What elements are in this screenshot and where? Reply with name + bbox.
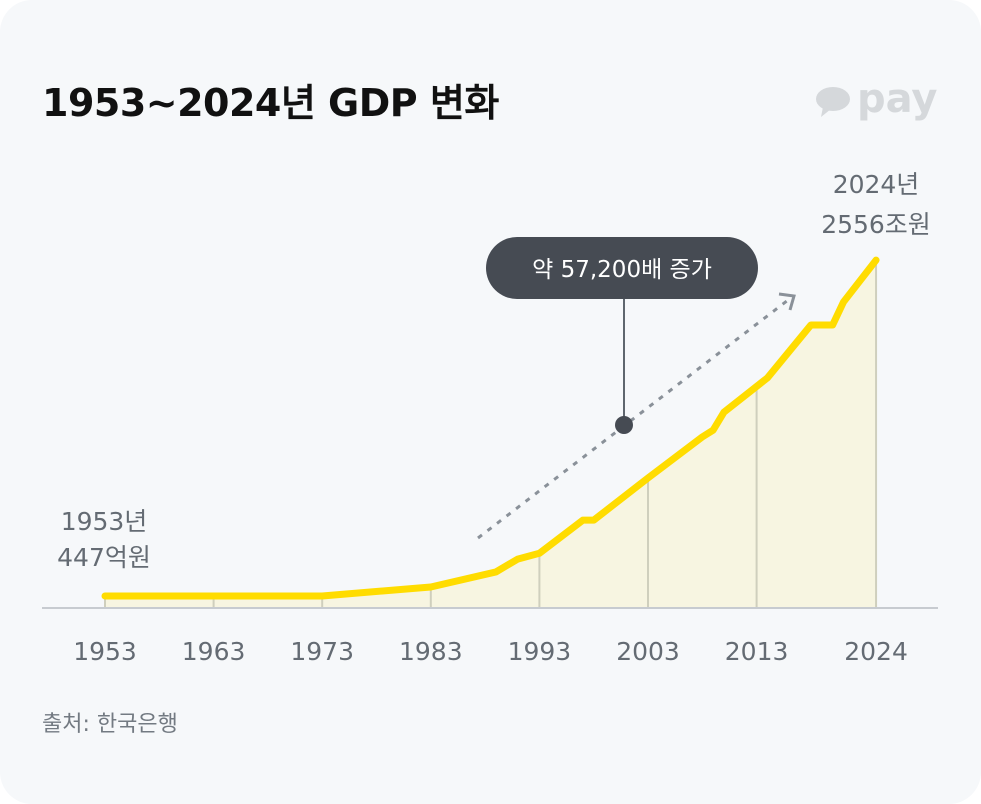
x-tick-label: 1983 [399, 637, 463, 666]
area-fill [105, 260, 877, 608]
start-year-label: 1953년 [61, 507, 148, 536]
logo-text: pay [857, 76, 938, 122]
chart-title: 1953~2024년 GDP 변화 [42, 81, 499, 125]
x-tick-label: 1993 [508, 637, 572, 666]
x-tick-label: 2024 [844, 637, 908, 666]
x-tick-label: 2003 [616, 637, 680, 666]
source-note: 출처: 한국은행 [42, 712, 178, 737]
x-tick-label: 1963 [182, 637, 246, 666]
x-tick-label: 1973 [290, 637, 354, 666]
annotation-dot [615, 416, 633, 434]
trend-arrow-head [778, 292, 796, 311]
end-year-label: 2024년 [833, 170, 920, 199]
annotation-text: 약 57,200배 증가 [532, 257, 712, 283]
x-tick-label: 2013 [725, 637, 789, 666]
annotation-bubble [486, 237, 758, 299]
speech-bubble-icon [816, 87, 850, 117]
end-value-label: 2556조원 [821, 210, 931, 239]
x-tick-label: 1953 [73, 637, 137, 666]
start-value-label: 447억원 [57, 543, 151, 572]
pay-logo: pay [815, 76, 937, 122]
